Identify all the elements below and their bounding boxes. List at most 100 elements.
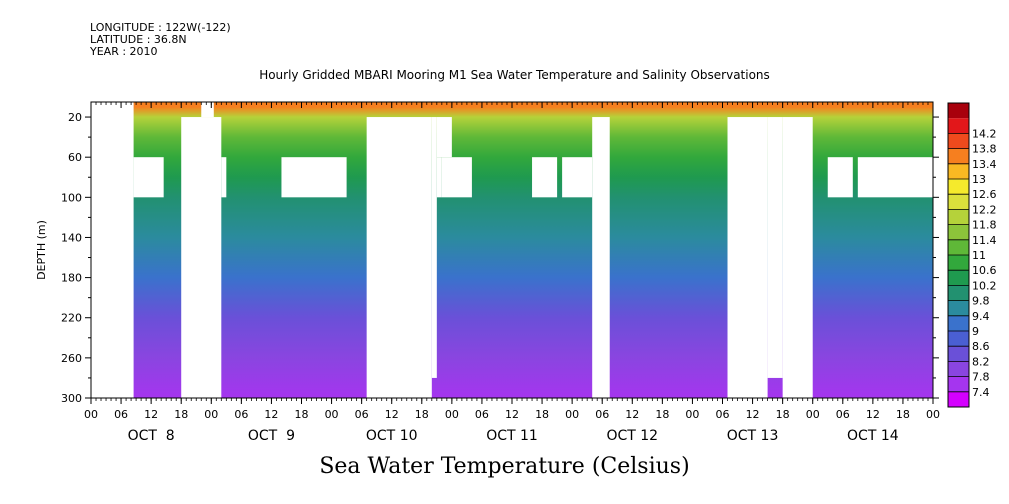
latitude-label: LATITUDE : 36.8N <box>90 33 187 46</box>
missing-data-block <box>532 157 558 198</box>
missing-data-block <box>201 102 214 118</box>
x-tick-label: 06 <box>234 408 248 421</box>
x-day-label: OCT 11 <box>486 428 538 444</box>
missing-data-block <box>91 102 134 398</box>
x-tick-label: 06 <box>355 408 369 421</box>
x-tick-label: 12 <box>866 408 880 421</box>
year-label: YEAR : 2010 <box>90 45 158 58</box>
x-tick-label: 06 <box>595 408 609 421</box>
colorbar-label: 13.4 <box>972 158 997 171</box>
x-tick-label: 18 <box>295 408 309 421</box>
colorbar-segment <box>948 118 969 134</box>
colorbar-segment <box>948 270 969 286</box>
colorbar-label: 9.8 <box>972 295 990 308</box>
x-tick-label: 06 <box>475 408 489 421</box>
missing-data-block <box>431 117 437 378</box>
colorbar-segment <box>948 255 969 271</box>
colorbar-segment <box>948 331 969 347</box>
chart-title: Hourly Gridded MBARI Mooring M1 Sea Wate… <box>259 68 770 82</box>
missing-data-block <box>221 157 227 198</box>
missing-data-block <box>782 117 813 399</box>
x-tick-label: 00 <box>204 408 218 421</box>
x-tick-label: 12 <box>144 408 158 421</box>
x-tick-label: 00 <box>926 408 940 421</box>
colorbar-segment <box>948 285 969 301</box>
x-day-label: OCT 12 <box>606 428 658 444</box>
y-tick-label: 180 <box>61 272 82 285</box>
colorbar-label: 10.2 <box>972 279 997 292</box>
x-tick-label: 12 <box>264 408 278 421</box>
colorbar-label: 11.4 <box>972 234 997 247</box>
x-tick-label: 18 <box>655 408 669 421</box>
x-tick-label: 18 <box>174 408 188 421</box>
variable-title: Sea Water Temperature (Celsius) <box>319 454 690 479</box>
missing-data-block <box>857 157 933 198</box>
x-tick-label: 00 <box>806 408 820 421</box>
colorbar-segment <box>948 224 969 240</box>
missing-data-block <box>727 117 768 399</box>
missing-data-block <box>441 157 472 198</box>
colorbar-segment <box>948 209 969 225</box>
colorbar-label: 12.6 <box>972 188 997 201</box>
colorbar-segment <box>948 346 969 362</box>
colorbar-label: 8.2 <box>972 355 990 368</box>
x-day-label: OCT 14 <box>847 428 899 444</box>
x-tick-label: 06 <box>716 408 730 421</box>
colorbar-label: 14.2 <box>972 127 997 140</box>
colorbar-segment <box>948 133 969 149</box>
colorbar-label: 9.4 <box>972 310 990 323</box>
x-tick-label: 12 <box>746 408 760 421</box>
axes-layer: 20 60 100 140 180 220 260 300 DEPTH (m) 00 06 12 18 0… <box>35 101 940 444</box>
missing-data-block <box>592 117 610 399</box>
missing-data-block <box>436 157 442 198</box>
colorbar-label: 8.6 <box>972 340 990 353</box>
colorbar-segment <box>948 163 969 179</box>
missing-data-block <box>181 117 222 399</box>
colorbar-label: 11 <box>972 249 986 262</box>
y-tick-label: 140 <box>61 231 82 244</box>
missing-data-block <box>281 157 347 198</box>
x-tick-label: 00 <box>685 408 699 421</box>
missing-data-block <box>767 117 783 378</box>
x-tick-label: 00 <box>84 408 98 421</box>
missing-data-block <box>133 157 164 198</box>
longitude-label: LONGITUDE : 122W(-122) <box>90 21 231 34</box>
colorbar: 7.4 7.8 8.2 8.6 9 9.4 9.8 10.2 10.6 11 11.4 11.8 12.… <box>947 102 997 408</box>
colorbar-segment <box>948 239 969 255</box>
x-tick-label: 12 <box>385 408 399 421</box>
colorbar-label: 7.4 <box>972 386 990 399</box>
colorbar-segment <box>948 376 969 392</box>
y-tick-label: 260 <box>61 352 82 365</box>
colorbar-segment <box>948 300 969 316</box>
colorbar-label: 13 <box>972 173 986 186</box>
colorbar-label: 9 <box>972 325 979 338</box>
colorbar-label: 10.6 <box>972 264 997 277</box>
x-tick-label: 18 <box>535 408 549 421</box>
colorbar-segment <box>948 315 969 331</box>
x-tick-label: 06 <box>114 408 128 421</box>
missing-data-block <box>436 117 452 158</box>
y-tick-label: 20 <box>68 111 82 124</box>
missing-data-block <box>366 117 432 399</box>
x-tick-label: 06 <box>836 408 850 421</box>
colorbar-segment <box>948 103 969 119</box>
missing-data-block <box>562 157 593 198</box>
y-tick-label: 220 <box>61 312 82 325</box>
x-tick-label: 00 <box>445 408 459 421</box>
colorbar-label: 12.2 <box>972 203 997 216</box>
colorbar-segment <box>948 361 969 377</box>
missing-data-block <box>827 157 853 198</box>
y-tick-label: 60 <box>68 151 82 164</box>
colorbar-segment <box>948 391 969 407</box>
y-tick-label: 100 <box>61 191 82 204</box>
x-tick-label: 12 <box>505 408 519 421</box>
y-axis-label: DEPTH (m) <box>35 220 48 280</box>
x-tick-label: 18 <box>776 408 790 421</box>
y-tick-label: 300 <box>61 392 82 405</box>
metadata-block: LONGITUDE : 122W(-122) LATITUDE : 36.8N … <box>90 22 231 58</box>
colorbar-segment <box>948 179 969 195</box>
x-tick-label: 18 <box>896 408 910 421</box>
colorbar-label: 13.8 <box>972 143 997 156</box>
x-tick-label: 00 <box>325 408 339 421</box>
